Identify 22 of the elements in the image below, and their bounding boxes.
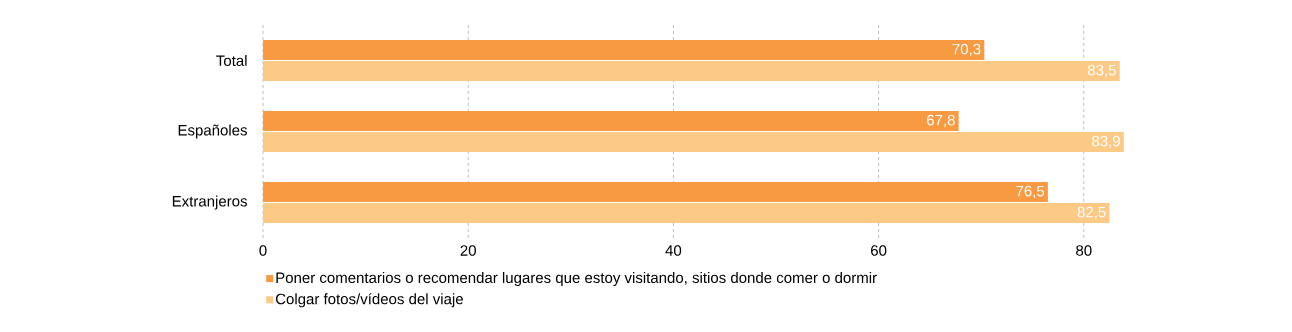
- x-tick-label: 40: [665, 245, 682, 256]
- data-label: 67,8: [927, 114, 955, 128]
- data-label: 70,3: [952, 43, 981, 57]
- y-tick-label: Españoles: [178, 124, 247, 139]
- bar: [263, 203, 1110, 223]
- legend-label: Poner comentarios o recomendar lugares que estoy visitando, sitios donde comer o dormir: [276, 272, 877, 286]
- y-tick-label: Extranjeros: [172, 195, 247, 210]
- bar: [263, 132, 1124, 152]
- data-label: 83,5: [1087, 64, 1116, 78]
- x-tick-label: 0: [259, 245, 267, 256]
- x-tick-label: 20: [460, 245, 476, 256]
- x-tick-label: 80: [1076, 245, 1092, 256]
- bar: [263, 40, 985, 60]
- bar: [263, 61, 1120, 81]
- legend-label: Colgar fotos/vídeos del viaje: [275, 293, 463, 308]
- y-tick-label: Total: [216, 54, 247, 66]
- bar: [263, 111, 959, 131]
- bar: [263, 182, 1048, 202]
- data-label: 82,5: [1077, 206, 1106, 220]
- x-tick-label: 60: [871, 245, 887, 256]
- data-label: 76,5: [1016, 185, 1045, 199]
- data-label: 83,9: [1092, 135, 1120, 149]
